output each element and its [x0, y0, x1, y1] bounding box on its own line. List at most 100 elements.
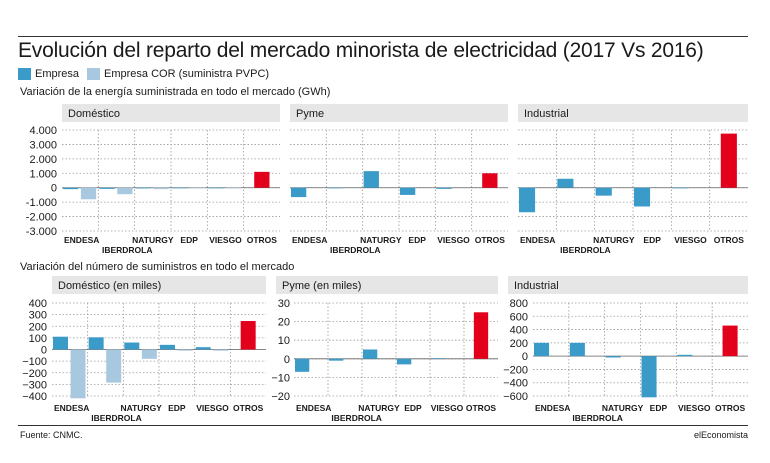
- y-tick-label: 0: [41, 345, 47, 357]
- bar-empresa-viesgo: [672, 187, 689, 189]
- y-tick-label: 800: [510, 298, 528, 310]
- panel-title-3: Doméstico (en miles): [58, 280, 161, 292]
- category-label-naturgy: NATURGY: [593, 235, 635, 245]
- panel-title-4: Pyme (en miles): [282, 280, 361, 292]
- category-label-edp: EDP: [180, 235, 198, 245]
- y-tick-label: -2.000: [26, 212, 57, 224]
- legend-swatch-cor: [87, 68, 101, 80]
- y-tick-label: 20: [278, 317, 290, 329]
- bar-empresa-edp: [172, 187, 188, 189]
- bar-cor-endesa: [70, 349, 86, 399]
- category-label-endesa: ENDESA: [64, 235, 99, 245]
- bar-cor-edp: [189, 187, 206, 189]
- category-label-edp: EDP: [408, 235, 426, 245]
- y-tick-label: -1.000: [26, 197, 57, 209]
- y-tick-label: 600: [510, 311, 528, 323]
- category-label-naturgy: NATURGY: [358, 403, 400, 413]
- y-tick-label: 200: [29, 321, 47, 333]
- bar-empresa-viesgo: [431, 358, 446, 359]
- category-label-endesa: ENDESA: [296, 403, 331, 413]
- panel-title-0: Doméstico: [68, 108, 120, 120]
- category-label-viesgo: VIESGO: [196, 403, 229, 413]
- bar-empresa-naturgy: [605, 356, 621, 358]
- legend-swatch-empresa: [18, 68, 31, 80]
- y-tick-label: 30: [278, 298, 290, 310]
- category-label-iberdrola: IBERDROLA: [330, 245, 381, 255]
- y-tick-label: 10: [278, 335, 290, 347]
- legend: Empresa Empresa COR (suministra PVPC): [18, 68, 277, 80]
- category-label-naturgy: NATURGY: [602, 403, 644, 413]
- bar-empresa-edp: [400, 187, 416, 195]
- y-tick-label: 200: [510, 338, 528, 350]
- y-tick-label: −400: [503, 378, 528, 390]
- category-label-viesgo: VIESGO: [431, 403, 464, 413]
- category-label-endesa: ENDESA: [535, 403, 570, 413]
- bottom-rule: [18, 425, 748, 426]
- category-label-endesa: ENDESA: [292, 235, 327, 245]
- category-label-endesa: ENDESA: [54, 403, 89, 413]
- bar-empresa-endesa: [291, 187, 307, 198]
- category-label-viesgo: VIESGO: [678, 403, 711, 413]
- legend-label-empresa: Empresa: [35, 68, 80, 80]
- y-tick-label: −20: [271, 391, 290, 403]
- y-tick-label: −200: [22, 368, 47, 380]
- category-label-edp: EDP: [404, 403, 422, 413]
- y-tick-label: 1.000: [29, 168, 57, 180]
- bar-empresa-otros: [240, 321, 256, 350]
- bar-empresa-viesgo: [195, 347, 211, 350]
- category-label-iberdrola: IBERDROLA: [102, 245, 153, 255]
- source-note: Fuente: CNMC.: [20, 430, 83, 440]
- category-label-iberdrola: IBERDROLA: [91, 413, 142, 423]
- y-tick-label: −200: [503, 364, 528, 376]
- category-label-edp: EDP: [650, 403, 668, 413]
- section-title-energy: Variación de la energía suministrada en …: [20, 86, 331, 98]
- y-tick-label: 400: [29, 298, 47, 310]
- bar-empresa-endesa: [63, 187, 79, 190]
- panel-header-5: [508, 276, 748, 294]
- brand-label: elEconomista: [693, 430, 748, 440]
- y-tick-label: −400: [22, 391, 47, 403]
- bar-cor-iberdrola: [106, 349, 122, 383]
- y-tick-label: 0: [522, 351, 528, 363]
- y-tick-label: 2.000: [29, 154, 57, 166]
- category-label-viesgo: VIESGO: [209, 235, 242, 245]
- category-label-viesgo: VIESGO: [674, 235, 707, 245]
- bar-empresa-otros: [473, 312, 489, 359]
- bar-empresa-edp: [634, 187, 651, 207]
- bar-cor-endesa: [80, 187, 97, 200]
- bar-empresa-iberdrola: [569, 342, 585, 357]
- bar-empresa-naturgy: [595, 187, 612, 196]
- bar-empresa-endesa: [519, 187, 536, 213]
- bar-empresa-otros: [482, 173, 498, 188]
- bar-cor-iberdrola: [117, 187, 133, 195]
- panel-title-1: Pyme: [296, 108, 324, 120]
- top-rule: [18, 36, 748, 37]
- category-label-otros: OTROS: [466, 403, 497, 413]
- y-tick-label: 3.000: [29, 139, 57, 151]
- panel-title-2: Industrial: [524, 108, 569, 120]
- bar-empresa-naturgy: [135, 187, 151, 189]
- legend-item-cor: Empresa COR (suministra PVPC): [87, 68, 269, 80]
- bar-cor-viesgo: [226, 187, 242, 189]
- bar-empresa-viesgo: [208, 187, 224, 189]
- category-label-iberdrola: IBERDROLA: [572, 413, 623, 423]
- category-label-edp: EDP: [168, 403, 186, 413]
- category-label-naturgy: NATURGY: [360, 235, 402, 245]
- y-tick-label: −600: [503, 391, 528, 403]
- category-label-iberdrola: IBERDROLA: [560, 245, 611, 255]
- category-label-otros: OTROS: [715, 403, 746, 413]
- bar-empresa-naturgy: [363, 171, 379, 188]
- bar-empresa-naturgy: [363, 349, 378, 359]
- bar-empresa-edp: [160, 344, 175, 350]
- category-label-otros: OTROS: [233, 403, 264, 413]
- panel-title-5: Industrial: [514, 280, 559, 292]
- bar-cor-naturgy: [141, 349, 157, 359]
- category-label-endesa: ENDESA: [520, 235, 555, 245]
- y-tick-label: 0: [51, 183, 57, 195]
- y-tick-label: 300: [29, 310, 47, 322]
- category-label-edp: EDP: [643, 235, 661, 245]
- section-title-supplies: Variación del número de suministros en t…: [20, 261, 295, 273]
- panel-header-2: [518, 104, 748, 122]
- category-label-otros: OTROS: [247, 235, 278, 245]
